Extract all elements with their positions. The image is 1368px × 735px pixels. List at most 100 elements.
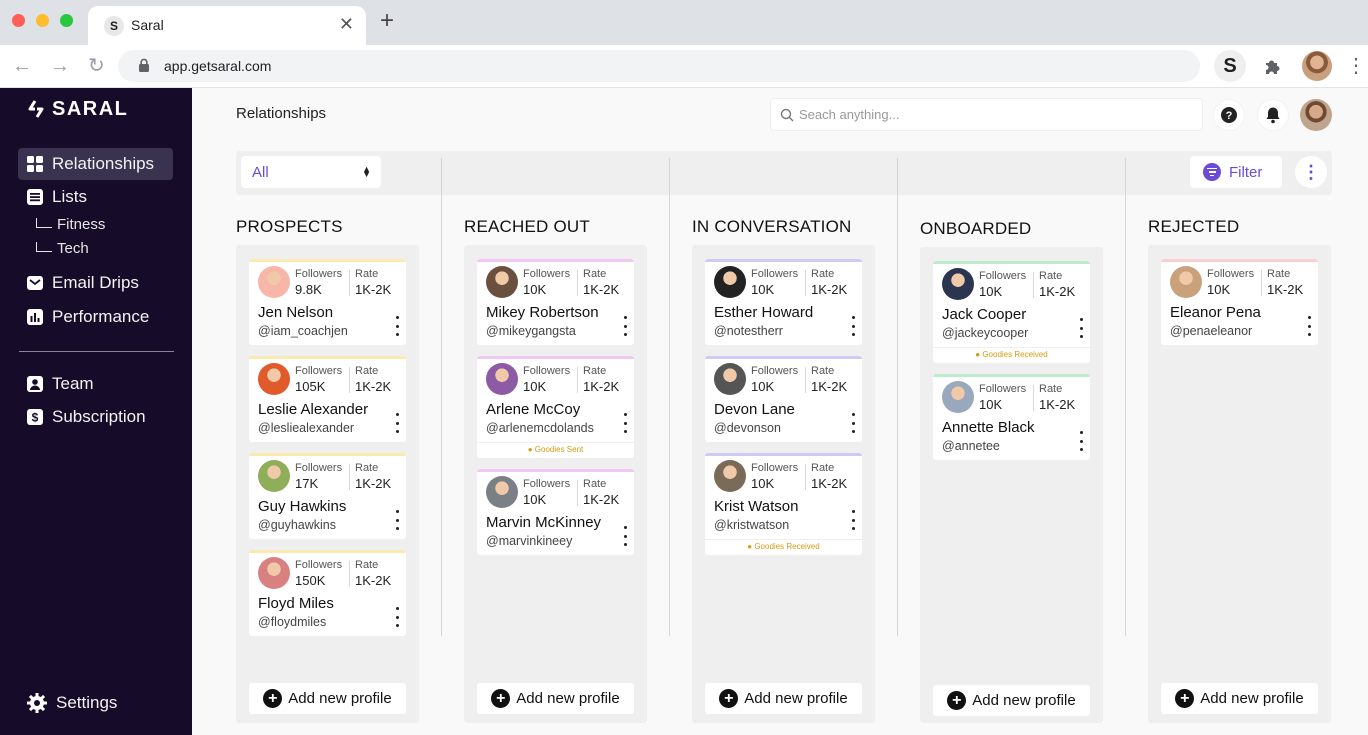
add-new-profile-button[interactable]: + Add new profile: [477, 683, 634, 714]
add-new-profile-button[interactable]: + Add new profile: [705, 683, 862, 714]
profile-card[interactable]: Followers 10K Rate 1K-2K Krist Watson @kristw…: [705, 453, 862, 555]
sidebar-item-settings[interactable]: Settings: [18, 687, 173, 719]
profile-card[interactable]: Followers 10K Rate 1K-2K Devon Lane @devonson: [705, 356, 862, 442]
profile-name[interactable]: Mikey Robertson: [486, 304, 599, 321]
profile-name[interactable]: Eleanor Pena: [1170, 304, 1261, 321]
search-box[interactable]: [770, 98, 1203, 131]
column-title: REJECTED: [1148, 217, 1240, 236]
card-more-icon[interactable]: [621, 526, 629, 546]
profile-avatar[interactable]: [942, 268, 974, 300]
card-more-icon[interactable]: [1077, 318, 1085, 338]
card-more-icon[interactable]: [849, 510, 857, 530]
browser-tab[interactable]: S Saral ✕: [88, 6, 366, 45]
profile-card[interactable]: Followers 10K Rate 1K-2K Mikey Robertson @mik…: [477, 259, 634, 345]
close-window-button[interactable]: [12, 14, 25, 27]
more-options-button[interactable]: ⋮: [1295, 156, 1327, 188]
reload-icon[interactable]: ↻: [88, 55, 105, 77]
profile-avatar[interactable]: [486, 266, 518, 298]
profile-avatar[interactable]: [486, 476, 518, 508]
help-button[interactable]: ?: [1214, 100, 1244, 130]
sidebar-item-relationships[interactable]: Relationships: [18, 148, 173, 180]
filter-button[interactable]: Filter: [1190, 156, 1282, 188]
card-more-icon[interactable]: [1305, 316, 1313, 336]
list-icon: [27, 189, 43, 205]
profile-avatar[interactable]: [258, 266, 290, 298]
card-more-icon[interactable]: [393, 607, 401, 627]
profile-name[interactable]: Guy Hawkins: [258, 498, 347, 515]
profile-name[interactable]: Leslie Alexander: [258, 401, 369, 418]
close-tab-icon[interactable]: ✕: [338, 14, 354, 34]
card-stage-stripe: [705, 453, 862, 456]
profile-card[interactable]: Followers 9.8K Rate 1K-2K Jen Nelson @iam_coa…: [249, 259, 406, 345]
extensions-puzzle-icon[interactable]: [1262, 55, 1284, 77]
card-more-icon[interactable]: [621, 413, 629, 433]
rate-label: Rate: [583, 365, 607, 377]
profile-card[interactable]: Followers 150K Rate 1K-2K Floyd Miles @floydm…: [249, 550, 406, 636]
maximize-window-button[interactable]: [60, 14, 73, 27]
profile-name[interactable]: Krist Watson: [714, 498, 799, 515]
profile-name[interactable]: Marvin McKinney: [486, 514, 602, 531]
profile-card[interactable]: Followers 10K Rate 1K-2K Annette Black @annet…: [933, 374, 1090, 460]
sidebar-item-label: Lists: [52, 187, 87, 206]
sidebar-item-label: Email Drips: [52, 273, 139, 292]
profile-avatar[interactable]: [486, 363, 518, 395]
profile-avatar[interactable]: [258, 557, 290, 589]
profile-name[interactable]: Esther Howard: [714, 304, 814, 321]
card-more-icon[interactable]: [849, 413, 857, 433]
card-more-icon[interactable]: [849, 316, 857, 336]
profile-name[interactable]: Annette Black: [942, 419, 1035, 436]
sidebar-item-email-drips[interactable]: Email Drips: [18, 267, 173, 299]
profile-avatar[interactable]: [714, 266, 746, 298]
saral-extension-icon[interactable]: S: [1214, 50, 1246, 82]
sidebar-item-performance[interactable]: Performance: [18, 301, 173, 333]
followers-label: Followers: [751, 268, 799, 280]
more-vertical-icon: ⋮: [1302, 161, 1320, 182]
address-bar[interactable]: app.getsaral.com: [118, 50, 1200, 82]
profile-avatar[interactable]: [258, 460, 290, 492]
sidebar-item-label: Team: [52, 374, 94, 393]
user-avatar[interactable]: [1300, 99, 1332, 131]
profile-name[interactable]: Devon Lane: [714, 401, 795, 418]
saral-logo[interactable]: SARAL: [26, 98, 128, 120]
profile-card[interactable]: Followers 10K Rate 1K-2K Eleanor Pena @penael…: [1161, 259, 1318, 345]
profile-name[interactable]: Jen Nelson: [258, 304, 334, 321]
card-more-icon[interactable]: [621, 316, 629, 336]
back-arrow-icon[interactable]: ←: [12, 55, 32, 77]
profile-card[interactable]: Followers 10K Rate 1K-2K Arlene McCoy @arlene…: [477, 356, 634, 458]
profile-card[interactable]: Followers 10K Rate 1K-2K Marvin McKinney @mar…: [477, 469, 634, 555]
search-input[interactable]: [799, 99, 1189, 130]
profile-card[interactable]: Followers 10K Rate 1K-2K Esther Howard @notes…: [705, 259, 862, 345]
profile-card[interactable]: Followers 17K Rate 1K-2K Guy Hawkins @guyhawk…: [249, 453, 406, 539]
followers-count: 10K: [523, 282, 547, 297]
sidebar-subitem-tech[interactable]: Tech: [36, 240, 89, 257]
add-new-profile-button[interactable]: + Add new profile: [1161, 683, 1318, 714]
browser-menu-icon[interactable]: ⋮: [1346, 55, 1366, 77]
profile-card[interactable]: Followers 105K Rate 1K-2K Leslie Alexander @l…: [249, 356, 406, 442]
list-select[interactable]: All ▲ ▼: [241, 156, 381, 188]
profile-avatar[interactable]: [714, 460, 746, 492]
profile-card[interactable]: Followers 10K Rate 1K-2K Jack Cooper @jackeyc…: [933, 261, 1090, 363]
sidebar-item-subscription[interactable]: $ Subscription: [18, 401, 173, 433]
profile-name[interactable]: Floyd Miles: [258, 595, 334, 612]
minimize-window-button[interactable]: [36, 14, 49, 27]
profile-avatar[interactable]: [714, 363, 746, 395]
add-new-profile-button[interactable]: + Add new profile: [249, 683, 406, 714]
forward-arrow-icon[interactable]: →: [50, 55, 70, 77]
sidebar-item-team[interactable]: Team: [18, 368, 173, 400]
card-more-icon[interactable]: [393, 316, 401, 336]
card-more-icon[interactable]: [393, 413, 401, 433]
sidebar-subitem-fitness[interactable]: Fitness: [36, 216, 105, 233]
sidebar-item-lists[interactable]: Lists: [18, 181, 173, 213]
profile-avatar[interactable]: [258, 363, 290, 395]
profile-name[interactable]: Jack Cooper: [942, 306, 1027, 323]
notifications-button[interactable]: [1258, 100, 1288, 130]
followers-count: 10K: [979, 284, 1003, 299]
profile-name[interactable]: Arlene McCoy: [486, 401, 581, 418]
card-more-icon[interactable]: [393, 510, 401, 530]
add-new-profile-button[interactable]: + Add new profile: [933, 685, 1090, 716]
profile-avatar[interactable]: [1170, 266, 1202, 298]
new-tab-icon[interactable]: +: [380, 7, 395, 34]
browser-profile-avatar[interactable]: [1302, 51, 1332, 81]
profile-avatar[interactable]: [942, 381, 974, 413]
card-more-icon[interactable]: [1077, 431, 1085, 451]
